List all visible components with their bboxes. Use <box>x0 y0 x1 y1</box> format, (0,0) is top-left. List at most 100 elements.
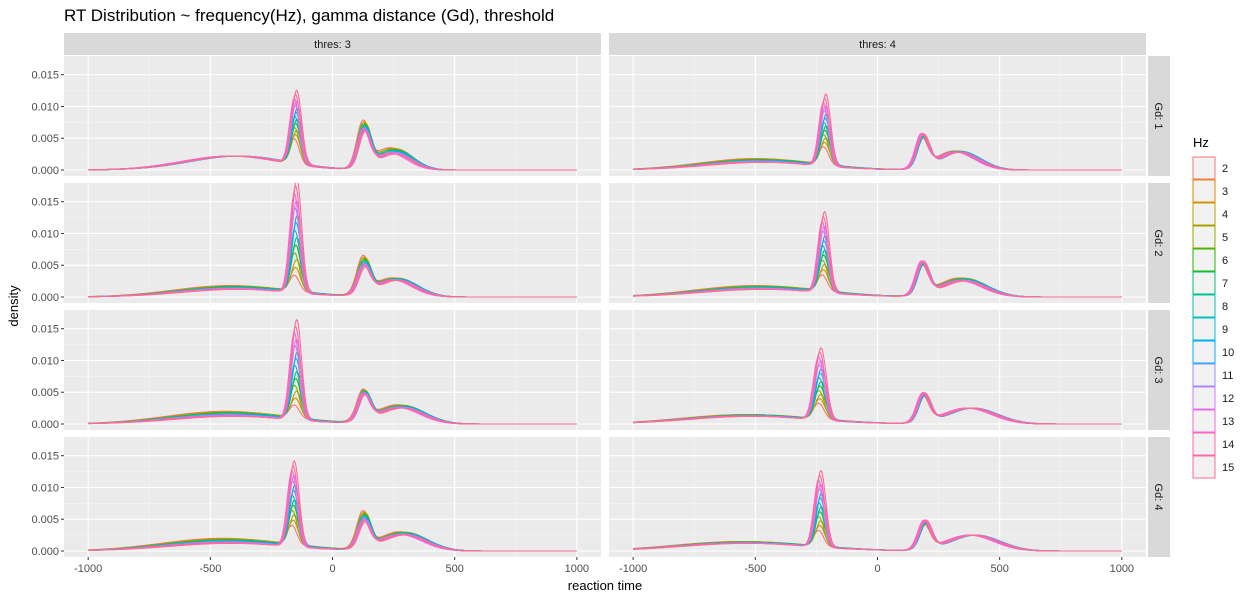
y-tick-label: 0.015 <box>31 451 59 463</box>
facet-row-label: Gd: 1 <box>1152 103 1164 130</box>
facet-column-label: thres: 4 <box>859 39 896 51</box>
facet-curves <box>88 183 577 298</box>
x-tick-label: -500 <box>199 563 221 575</box>
legend-items: 2 3 4 5 6 7 8 9 10 11 12 13 14 15 <box>1192 156 1234 479</box>
facet-column-strip: thres: 3 <box>64 33 601 55</box>
density-curve <box>88 318 577 425</box>
y-tick-label: 0.000 <box>31 546 59 558</box>
legend-label: 11 <box>1222 370 1233 382</box>
legend-key <box>1192 432 1216 456</box>
strip-background <box>1148 437 1170 557</box>
facet-row-label: Gd: 3 <box>1152 357 1164 384</box>
facet-curves <box>88 89 577 171</box>
legend-item: 2 <box>1192 156 1228 180</box>
facet-panel <box>64 56 601 176</box>
facet-column-strip: thres: 4 <box>609 33 1146 55</box>
density-curve <box>88 459 577 552</box>
facet-panel <box>609 437 1146 557</box>
facet-panel <box>609 310 1146 430</box>
legend-label: 5 <box>1222 232 1228 244</box>
legend-key <box>1192 271 1216 295</box>
x-axis-title: reaction time <box>568 578 642 593</box>
strip-background <box>1148 310 1170 430</box>
legend-label: 13 <box>1222 416 1234 428</box>
y-tick-label: 0.010 <box>31 228 59 240</box>
facet-curves <box>88 318 577 425</box>
facet-panels: thres: 3 thres: 4 Gd: 1 Gd: 2 Gd: 3 Gd: 4 0.00… <box>31 33 1170 575</box>
y-tick-label: 0.010 <box>31 101 59 113</box>
x-tick-label: 500 <box>990 563 1008 575</box>
legend-item: 6 <box>1192 248 1228 272</box>
x-tick-label: 0 <box>329 563 335 575</box>
legend-key <box>1192 317 1216 341</box>
legend-item: 8 <box>1192 294 1228 318</box>
y-tick-label: 0.015 <box>31 70 59 82</box>
legend-key <box>1192 409 1216 433</box>
facet-row-strip: Gd: 3 <box>1148 310 1170 430</box>
facet-panel <box>609 56 1146 176</box>
strip-background <box>64 33 601 55</box>
y-tick-label: 0.000 <box>31 419 59 431</box>
x-tick-label: 500 <box>445 563 463 575</box>
density-curve <box>88 89 577 171</box>
x-tick-label: -1000 <box>74 563 102 575</box>
y-tick-label: 0.000 <box>31 165 59 177</box>
x-tick-label: -500 <box>744 563 766 575</box>
legend-label: 3 <box>1222 186 1228 198</box>
legend-label: 9 <box>1222 324 1228 336</box>
legend-item: 10 <box>1192 340 1234 364</box>
y-tick-label: 0.015 <box>31 324 59 336</box>
y-tick-label: 0.015 <box>31 197 59 209</box>
legend-title: Hz <box>1193 135 1209 150</box>
y-axis-title: density <box>6 285 21 327</box>
legend-key <box>1192 386 1216 410</box>
facet-column-label: thres: 3 <box>314 39 351 51</box>
legend-item: 4 <box>1192 202 1228 226</box>
facet-curves <box>633 347 1122 425</box>
legend-item: 9 <box>1192 317 1228 341</box>
facet-curves <box>633 93 1122 171</box>
legend-key <box>1192 156 1216 180</box>
legend-key <box>1192 179 1216 203</box>
facet-row-label: Gd: 4 <box>1152 484 1164 511</box>
legend-key <box>1192 455 1216 479</box>
facet-curves <box>633 210 1122 298</box>
facet-row-strip: Gd: 4 <box>1148 437 1170 557</box>
legend-label: 6 <box>1222 255 1228 267</box>
legend-item: 3 <box>1192 179 1228 203</box>
facet-panel <box>64 437 601 557</box>
legend-item: 7 <box>1192 271 1228 295</box>
legend-label: 15 <box>1222 462 1234 474</box>
y-tick-label: 0.005 <box>31 133 59 145</box>
y-tick-label: 0.005 <box>31 387 59 399</box>
legend-item: 11 <box>1192 363 1233 387</box>
density-curve <box>88 183 577 298</box>
facet-curves <box>633 469 1122 552</box>
legend-key <box>1192 363 1216 387</box>
legend-key <box>1192 340 1216 364</box>
y-tick-label: 0.010 <box>31 482 59 494</box>
density-curve <box>633 210 1122 298</box>
legend-item: 12 <box>1192 386 1234 410</box>
x-tick-label: -1000 <box>619 563 647 575</box>
density-curve <box>633 469 1122 552</box>
x-tick-label: 1000 <box>565 563 589 575</box>
legend-key <box>1192 202 1216 226</box>
y-tick-label: 0.010 <box>31 355 59 367</box>
legend-item: 15 <box>1192 455 1234 479</box>
legend-item: 14 <box>1192 432 1234 456</box>
facet-panel <box>609 183 1146 303</box>
legend-key <box>1192 248 1216 272</box>
strip-background <box>1148 183 1170 303</box>
x-tick-label: 0 <box>874 563 880 575</box>
legend-label: 4 <box>1222 209 1228 221</box>
legend-label: 10 <box>1222 347 1234 359</box>
legend-label: 2 <box>1222 163 1228 175</box>
legend-key <box>1192 294 1216 318</box>
facet-curves <box>88 459 577 552</box>
chart-title: RT Distribution ~ frequency(Hz), gamma d… <box>64 6 554 25</box>
x-tick-label: 1000 <box>1110 563 1134 575</box>
density-curve <box>633 93 1122 171</box>
